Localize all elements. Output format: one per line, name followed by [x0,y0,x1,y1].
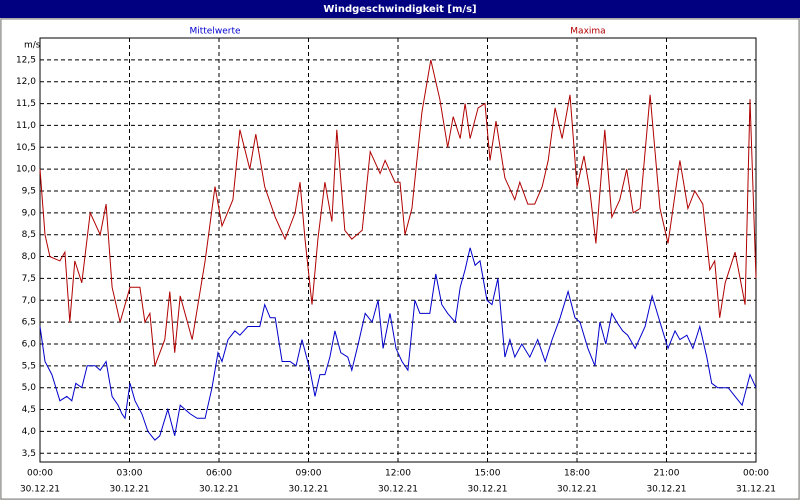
legend-label: Maxima [570,27,605,37]
y-tick-label: 7,5 [22,274,36,284]
x-tick-date: 30.12.21 [288,485,328,495]
x-tick-label: 06:00 [206,469,232,479]
y-tick-label: 10,0 [16,165,36,175]
x-tick-label: 12:00 [385,469,411,479]
x-tick-date: 30.12.21 [467,485,507,495]
y-tick-label: 10,5 [16,143,36,153]
y-tick-label: 7,0 [22,296,37,306]
y-tick-label: 8,0 [22,252,37,262]
y-tick-label: 4,5 [22,405,36,415]
x-tick-date: 30.12.21 [557,485,597,495]
y-tick-label: 8,5 [22,230,36,240]
x-tick-date: 30.12.21 [109,485,149,495]
y-tick-label: 12,0 [16,77,36,87]
x-tick-label: 15:00 [475,469,501,479]
title-bar [0,0,800,18]
series-line [39,247,757,441]
y-tick-label: 6,0 [22,339,37,349]
x-tick-date: 30.12.21 [378,485,418,495]
x-tick-label: 09:00 [296,469,322,479]
y-tick-label: 9,0 [22,208,37,218]
y-tick-label: 11,0 [16,121,36,131]
x-tick-date: 30.12.21 [199,485,239,495]
y-tick-label: 5,5 [22,361,36,371]
y-tick-label: 9,5 [22,186,36,196]
series-line [39,59,757,366]
x-tick-date: 30.12.21 [646,485,686,495]
y-tick-label: 3,5 [22,449,36,459]
x-tick-label: 00:00 [27,469,53,479]
x-tick-label: 03:00 [117,469,143,479]
x-tick-label: 18:00 [564,469,590,479]
chart-title: Windgeschwindigkeit [m/s] [323,4,476,15]
plot-background [0,18,800,500]
y-tick-label: 12,5 [16,55,36,65]
y-tick-label: 5,0 [22,383,37,393]
y-tick-label: 4,0 [22,427,37,437]
y-tick-label: 6,5 [22,318,36,328]
x-tick-date: 30.12.21 [20,485,60,495]
legend-label: Mittelwerte [189,27,240,37]
x-tick-label: 00:00 [743,469,769,479]
x-tick-label: 21:00 [654,469,680,479]
y-axis-label: m/s [24,41,41,51]
y-tick-label: 11,5 [16,99,36,109]
x-tick-date: 31.12.21 [736,485,776,495]
